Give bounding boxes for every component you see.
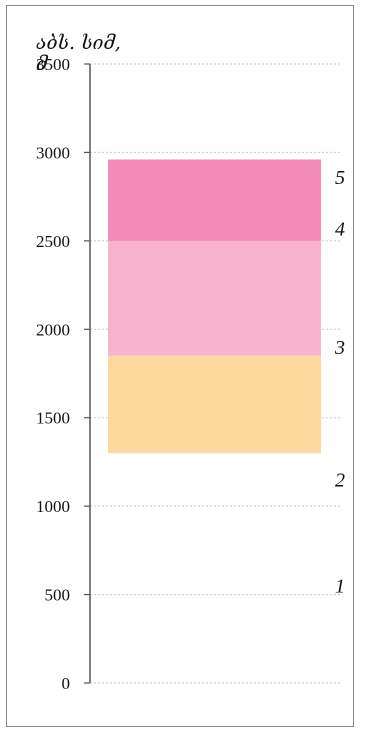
tick-label-2000: 2000 [36, 320, 70, 339]
chart-title-unit: მ [36, 53, 49, 75]
tick-label-2500: 2500 [36, 232, 70, 251]
zone-label-2: 2 [335, 470, 345, 492]
tick-label-3000: 3000 [36, 143, 70, 162]
band-segment-2 [108, 240, 321, 356]
tick-label-1500: 1500 [36, 409, 70, 428]
zone-label-1: 1 [335, 576, 345, 598]
tick-label-0: 0 [62, 674, 71, 693]
tick-label-3500: 3500 [36, 55, 70, 74]
band-segment-3 [108, 159, 321, 241]
tick-label-500: 500 [45, 586, 71, 605]
zone-label-5: 5 [335, 167, 345, 189]
zone-label-3: 3 [334, 337, 345, 359]
y-axis-ticks: 0 500 1000 1500 2000 2500 3000 3500 [36, 55, 90, 693]
zone-label-4: 4 [335, 218, 345, 240]
zone-labels: 1 2 3 4 5 [334, 167, 345, 598]
band-segment-1 [108, 355, 321, 454]
altitude-bands [108, 159, 321, 454]
tick-label-1000: 1000 [36, 497, 70, 516]
chart-title: აბს. სიმ, [36, 32, 121, 54]
